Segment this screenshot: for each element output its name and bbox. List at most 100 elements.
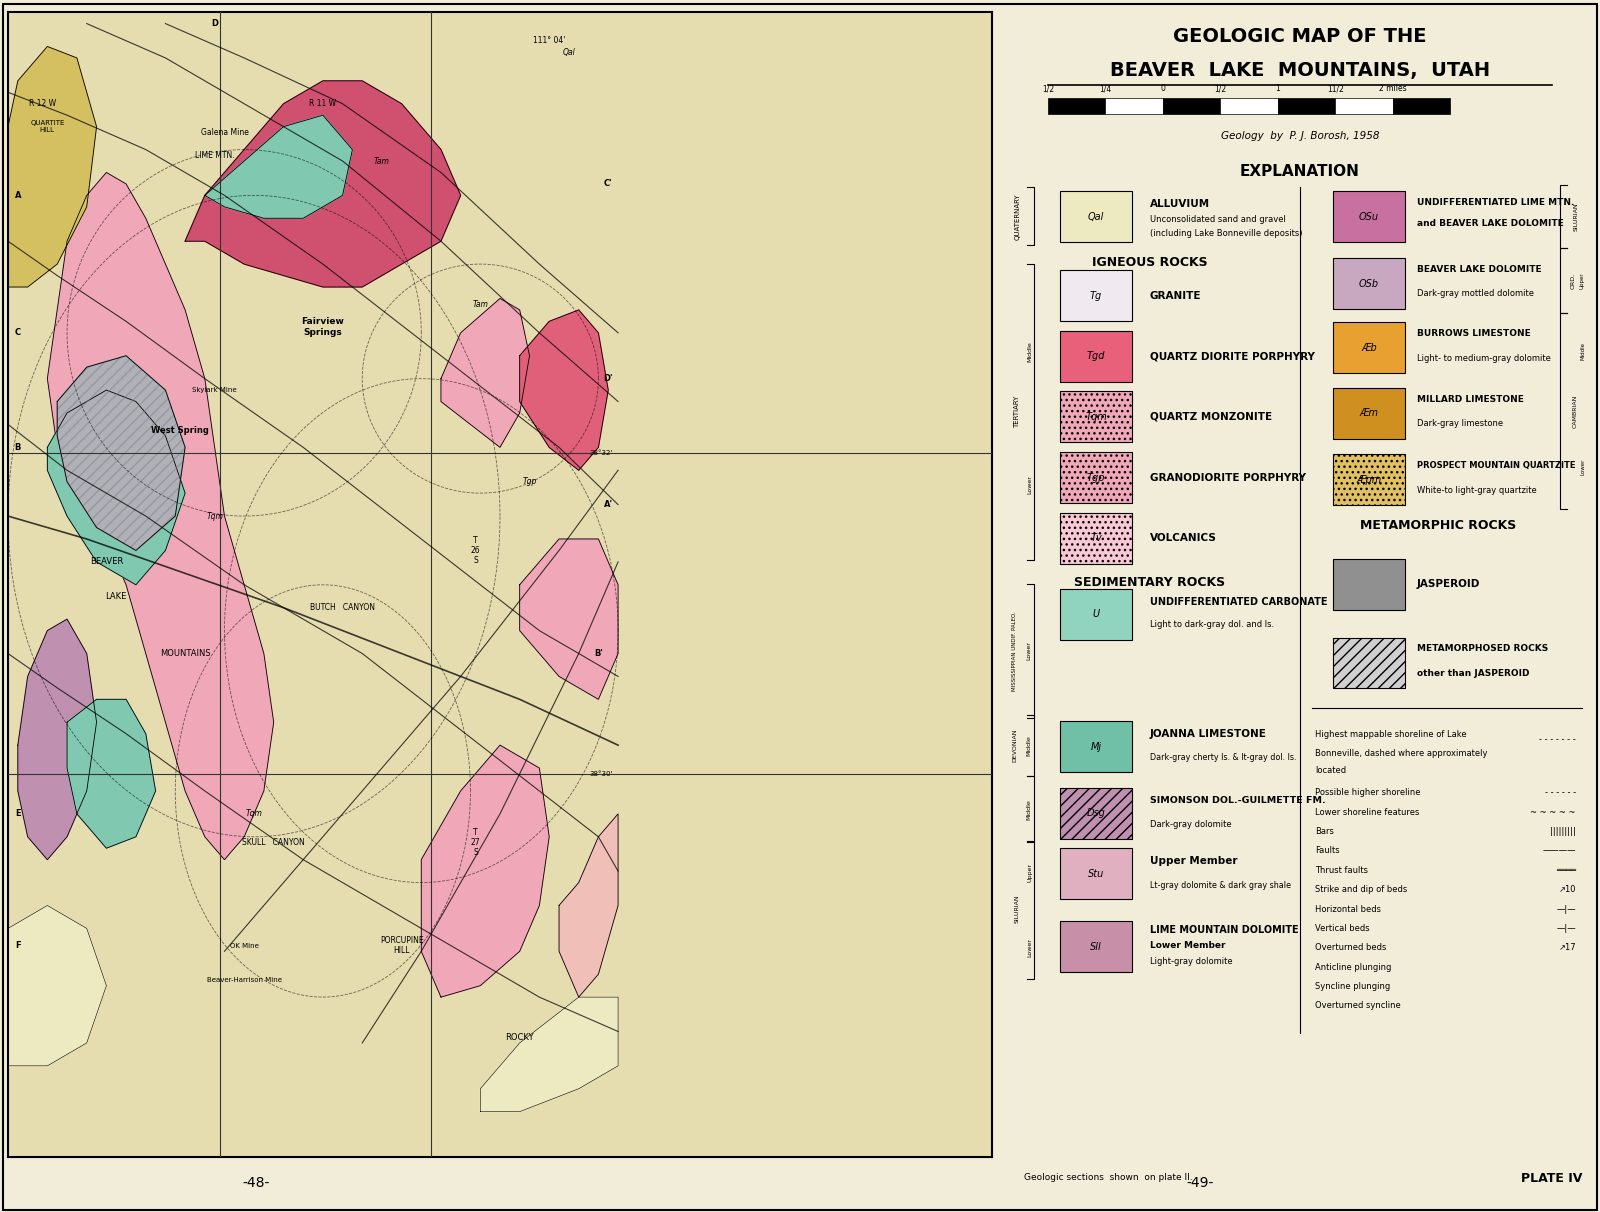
Text: Possible higher shoreline: Possible higher shoreline: [1315, 788, 1421, 797]
Text: Lower: Lower: [1027, 475, 1032, 494]
Text: Dark-gray cherty ls. & lt-gray dol. ls.: Dark-gray cherty ls. & lt-gray dol. ls.: [1150, 754, 1296, 762]
Text: and BEAVER LAKE DOLOMITE: and BEAVER LAKE DOLOMITE: [1418, 218, 1563, 228]
Text: Middle: Middle: [1026, 799, 1032, 821]
Text: Light-gray dolomite: Light-gray dolomite: [1150, 957, 1232, 966]
Bar: [1333, 454, 1405, 505]
Text: Tqm: Tqm: [245, 810, 262, 818]
Polygon shape: [520, 539, 618, 699]
Bar: [1278, 98, 1334, 114]
Text: Lower: Lower: [1581, 458, 1586, 475]
Text: UNDIFFERENTIATED LIME MTN.: UNDIFFERENTIATED LIME MTN.: [1418, 199, 1574, 207]
Text: QUARTITE
HILL: QUARTITE HILL: [30, 120, 64, 133]
Text: West Spring: West Spring: [152, 425, 210, 435]
Polygon shape: [480, 997, 618, 1111]
Text: Syncline plunging: Syncline plunging: [1315, 982, 1390, 991]
Bar: [1106, 98, 1163, 114]
Text: located: located: [1315, 766, 1346, 776]
Text: A: A: [14, 190, 21, 200]
Polygon shape: [18, 619, 96, 859]
Polygon shape: [8, 46, 96, 287]
Text: (including Lake Bonneville deposits): (including Lake Bonneville deposits): [1150, 229, 1302, 238]
Text: U: U: [1093, 610, 1099, 619]
Text: ↗17: ↗17: [1558, 943, 1576, 953]
Text: other than JASPEROID: other than JASPEROID: [1418, 669, 1530, 678]
Text: Geologic sections  shown  on plate II.: Geologic sections shown on plate II.: [1024, 1173, 1192, 1182]
Text: Anticline plunging: Anticline plunging: [1315, 962, 1392, 972]
Text: ORD.: ORD.: [1571, 273, 1576, 290]
Text: Dsg: Dsg: [1086, 808, 1106, 818]
Bar: [1334, 98, 1392, 114]
Text: Tv: Tv: [1090, 533, 1102, 543]
Text: Tam: Tam: [472, 299, 488, 309]
Polygon shape: [520, 310, 608, 470]
Bar: [1059, 391, 1133, 442]
Text: LIME MTN.: LIME MTN.: [195, 150, 235, 160]
Polygon shape: [48, 390, 186, 585]
Text: Sll: Sll: [1090, 942, 1102, 951]
Text: -48-: -48-: [242, 1176, 270, 1190]
Text: Unconsolidated sand and gravel: Unconsolidated sand and gravel: [1150, 215, 1286, 224]
Text: IGNEOUS ROCKS: IGNEOUS ROCKS: [1093, 256, 1208, 269]
Text: BEAVER LAKE DOLOMITE: BEAVER LAKE DOLOMITE: [1418, 265, 1542, 274]
Text: Mj: Mj: [1091, 742, 1101, 751]
Text: BUTCH   CANYON: BUTCH CANYON: [310, 604, 374, 612]
Polygon shape: [58, 356, 186, 550]
Text: Tgd: Tgd: [1086, 351, 1106, 361]
Text: Tgp: Tgp: [1086, 473, 1106, 482]
Text: Skylark Mine: Skylark Mine: [192, 387, 237, 393]
Text: Lt-gray dolomite & dark gray shale: Lt-gray dolomite & dark gray shale: [1150, 881, 1291, 890]
Text: Light- to medium-gray dolomite: Light- to medium-gray dolomite: [1418, 354, 1550, 362]
Bar: [1059, 513, 1133, 564]
Text: Tqm: Tqm: [1085, 412, 1107, 422]
Text: Æb: Æb: [1362, 343, 1378, 353]
Text: D': D': [603, 375, 613, 383]
Text: DEVONIAN: DEVONIAN: [1013, 728, 1018, 762]
Text: 38°30': 38°30': [590, 771, 613, 777]
Text: 2 miles: 2 miles: [1379, 85, 1406, 93]
Text: C: C: [14, 328, 21, 337]
Text: LIME MOUNTAIN DOLOMITE: LIME MOUNTAIN DOLOMITE: [1150, 925, 1299, 936]
Text: Faults: Faults: [1315, 846, 1339, 856]
Text: Middle: Middle: [1027, 341, 1032, 362]
Text: Highest mappable shoreline of Lake: Highest mappable shoreline of Lake: [1315, 730, 1467, 739]
Polygon shape: [8, 905, 106, 1065]
Polygon shape: [421, 745, 549, 997]
Text: SEDIMENTARY ROCKS: SEDIMENTARY ROCKS: [1075, 576, 1226, 589]
Text: GEOLOGIC MAP OF THE: GEOLOGIC MAP OF THE: [1173, 27, 1427, 46]
Bar: [1048, 98, 1106, 114]
Text: EXPLANATION: EXPLANATION: [1240, 164, 1360, 178]
Text: BEAVER: BEAVER: [90, 558, 123, 566]
Text: BEAVER  LAKE  MOUNTAINS,  UTAH: BEAVER LAKE MOUNTAINS, UTAH: [1110, 61, 1490, 80]
Text: A': A': [603, 501, 613, 509]
Bar: [1221, 98, 1278, 114]
Text: PROSPECT MOUNTAIN QUARTZITE: PROSPECT MOUNTAIN QUARTZITE: [1418, 462, 1576, 470]
Text: E: E: [14, 810, 21, 818]
Text: Æm: Æm: [1360, 408, 1379, 418]
Text: Strike and dip of beds: Strike and dip of beds: [1315, 885, 1408, 894]
Text: —|—: —|—: [1557, 904, 1576, 914]
Text: 1: 1: [1275, 85, 1280, 93]
Text: OK Mine: OK Mine: [230, 943, 259, 949]
Text: Beaver-Harrison Mine: Beaver-Harrison Mine: [206, 977, 282, 983]
Text: ════: ════: [1555, 865, 1576, 875]
Text: OSb: OSb: [1358, 279, 1379, 288]
Text: QUATERNARY: QUATERNARY: [1014, 194, 1021, 240]
Text: Geology  by  P. J. Borosh, 1958: Geology by P. J. Borosh, 1958: [1221, 131, 1379, 141]
Bar: [1059, 452, 1133, 503]
Text: SIMONSON DOL.-GUILMETTE FM.: SIMONSON DOL.-GUILMETTE FM.: [1150, 796, 1326, 805]
Text: Tam: Tam: [374, 156, 390, 166]
Text: Vertical beds: Vertical beds: [1315, 924, 1370, 933]
Text: 111° 04': 111° 04': [533, 36, 565, 45]
Bar: [1333, 258, 1405, 309]
Text: Overturned beds: Overturned beds: [1315, 943, 1386, 953]
Polygon shape: [48, 172, 274, 859]
Text: SILURIAN: SILURIAN: [1573, 202, 1579, 231]
Text: R 12 W: R 12 W: [29, 99, 56, 108]
Text: Fairview
Springs: Fairview Springs: [301, 318, 344, 337]
Text: ROCKY: ROCKY: [506, 1033, 534, 1041]
Text: ALLUVIUM: ALLUVIUM: [1150, 199, 1210, 210]
Text: MISSISSIPPIAN UNDIF. PALEO.: MISSISSIPPIAN UNDIF. PALEO.: [1013, 611, 1018, 691]
Text: B: B: [14, 442, 21, 452]
Text: 1/2: 1/2: [1214, 85, 1226, 93]
Bar: [1059, 391, 1133, 442]
